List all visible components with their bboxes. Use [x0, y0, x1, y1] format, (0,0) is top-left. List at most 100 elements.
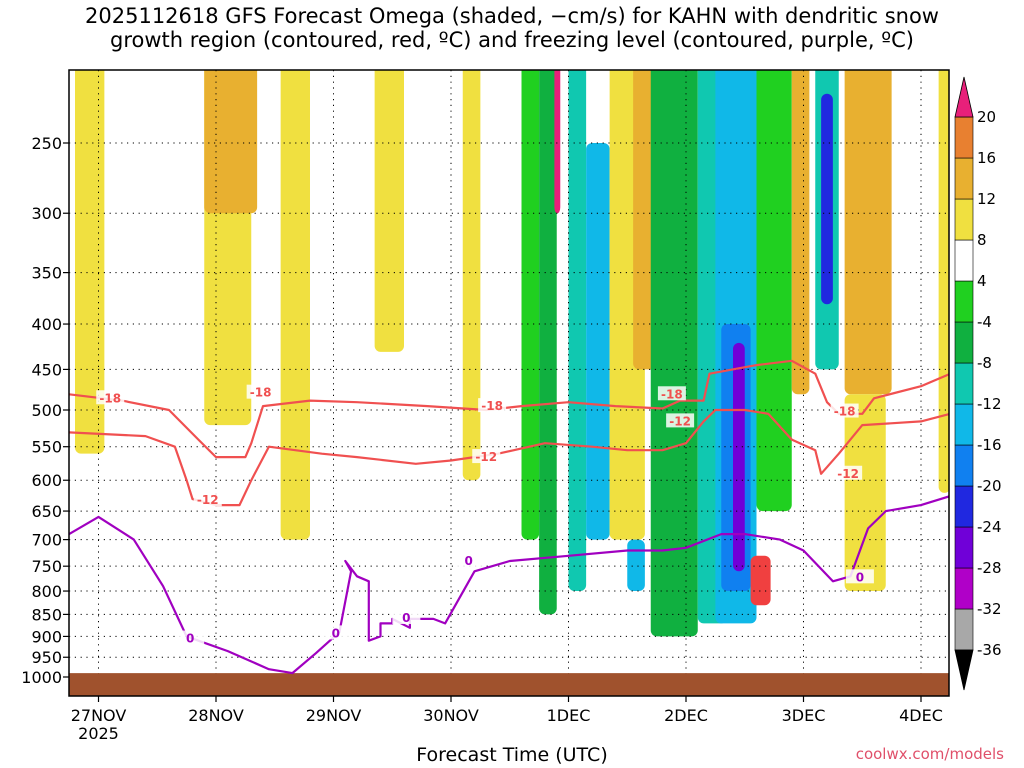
omega-region-9 — [568, 70, 587, 592]
colorbar-box--12 — [954, 362, 974, 405]
colorbar-label-20: 20 — [977, 108, 996, 126]
colorbar-label--32: -32 — [977, 600, 1002, 618]
contour-label-bg-2-4 — [845, 569, 874, 584]
contour-label-0-3: -18 — [661, 387, 683, 401]
colorbar-box--36 — [954, 608, 974, 651]
x-tick-label-27NOV: 27NOV — [71, 706, 127, 725]
contour-label-bg-2-2 — [392, 610, 421, 625]
contour-label-0-4: -18 — [834, 405, 856, 419]
contour-label-bg-2-0 — [176, 630, 205, 645]
colorbar-label--24: -24 — [977, 518, 1002, 536]
omega-region-2 — [204, 70, 258, 214]
y-tick-label-950: 950 — [31, 648, 62, 667]
y-tick-label-550: 550 — [31, 438, 62, 457]
y-tick-label-300: 300 — [31, 204, 62, 223]
colorbar-label--8: -8 — [977, 354, 992, 372]
x-tick-label-4DEC: 4DEC — [899, 706, 943, 725]
y-tick-label-1000: 1000 — [21, 668, 62, 687]
omega-region-18 — [733, 342, 745, 572]
contour-label-1-3: -12 — [837, 467, 859, 481]
colorbar-over-arrow — [954, 76, 974, 118]
colorbar-box--20 — [954, 444, 974, 487]
omega-region-23 — [821, 93, 833, 305]
y-axis: 250 300 350 400 450 500 550 600 650 700 750 800 850 9… — [21, 134, 69, 687]
colorbar-label-16: 16 — [977, 149, 996, 167]
omega-region-10 — [586, 143, 610, 540]
omega-region-19 — [756, 70, 792, 512]
omega-region-5 — [462, 70, 481, 481]
chart-title: 2025112618 GFS Forecast Omega (shaded, −… — [85, 4, 939, 52]
colorbar-box--4 — [954, 280, 974, 323]
contour-label-bg-0-1 — [246, 384, 275, 399]
y-tick-label-400: 400 — [31, 315, 62, 334]
x-tick-sublabel: 2025 — [78, 724, 119, 743]
contour-label-bg-1-0 — [193, 492, 222, 507]
contour-label-2-0: 0 — [186, 632, 194, 646]
omega-region-3 — [280, 70, 310, 540]
contour-label-bg-0-0 — [96, 390, 125, 405]
colorbar-box-12 — [954, 157, 974, 200]
contour-label-bg-2-1 — [321, 625, 350, 640]
colorbar-box-8 — [954, 198, 974, 241]
y-tick-label-700: 700 — [31, 531, 62, 550]
y-tick-label-450: 450 — [31, 360, 62, 379]
contour-label-1-2: -12 — [669, 414, 691, 428]
colorbar-box--16 — [954, 403, 974, 446]
contour-label-0-2: -18 — [481, 399, 503, 413]
contour-label-2-3: 0 — [464, 554, 472, 568]
contour-label-bg-0-3 — [657, 386, 686, 401]
omega-region-12 — [633, 70, 657, 370]
terrain-surface — [69, 673, 949, 696]
colorbar-label--16: -16 — [977, 436, 1002, 454]
omega-region-4 — [374, 70, 404, 352]
omega-region-7 — [539, 70, 557, 615]
x-tick-label-2DEC: 2DEC — [664, 706, 708, 725]
omega-region-24 — [844, 70, 892, 395]
colorbar-label-4: 4 — [977, 272, 987, 290]
y-tick-label-350: 350 — [31, 264, 62, 283]
colorbar-label--28: -28 — [977, 559, 1002, 577]
credit-link[interactable]: coolwx.com/models — [855, 745, 1004, 763]
x-tick-label-30NOV: 30NOV — [423, 706, 479, 725]
omega-region-26 — [938, 70, 949, 493]
colorbar-box-4 — [954, 239, 974, 282]
colorbar-box--28 — [954, 526, 974, 569]
contour-label-2-2: 0 — [402, 611, 410, 625]
omega-region-25 — [844, 394, 886, 592]
colorbar-box-16 — [954, 116, 974, 159]
omega-region-14 — [650, 70, 698, 637]
colorbar-label-12: 12 — [977, 190, 996, 208]
omega-region-20 — [750, 555, 771, 606]
colorbar-box--32 — [954, 567, 974, 610]
omega-region-8 — [554, 70, 561, 214]
colorbar-box--8 — [954, 321, 974, 364]
contour-label-0-0: -18 — [99, 391, 121, 405]
contour-label-bg-1-2 — [666, 413, 695, 428]
colorbar-under-arrow — [954, 649, 974, 691]
colorbar-label--20: -20 — [977, 477, 1002, 495]
omega-shading — [75, 70, 949, 637]
contour-label-bg-0-4 — [830, 403, 859, 418]
colorbar-label-8: 8 — [977, 231, 987, 249]
x-axis-title: Forecast Time (UTC) — [416, 744, 608, 766]
omega-region-6 — [521, 70, 540, 540]
colorbar: -36 -32 -28 -24 -20 -16 -12 -8 -4 4 8 12 16 20 — [954, 76, 1002, 691]
contour-label-bg-1-3 — [834, 465, 863, 480]
contour-label-2-1: 0 — [332, 626, 340, 640]
y-tick-label-250: 250 — [31, 134, 62, 153]
contour-label-bg-2-3 — [454, 553, 483, 568]
x-tick-label-29NOV: 29NOV — [306, 706, 362, 725]
y-tick-label-750: 750 — [31, 557, 62, 576]
contour-label-0-1: -18 — [250, 386, 272, 400]
y-tick-label-650: 650 — [31, 502, 62, 521]
contour-label-bg-0-2 — [478, 398, 507, 413]
plot-frame — [68, 69, 950, 697]
colorbar-box--24 — [954, 485, 974, 528]
y-tick-label-900: 900 — [31, 627, 62, 646]
omega-region-21 — [791, 70, 810, 395]
omega-region-0 — [75, 70, 105, 454]
y-tick-label-800: 800 — [31, 582, 62, 601]
y-tick-label-600: 600 — [31, 471, 62, 490]
